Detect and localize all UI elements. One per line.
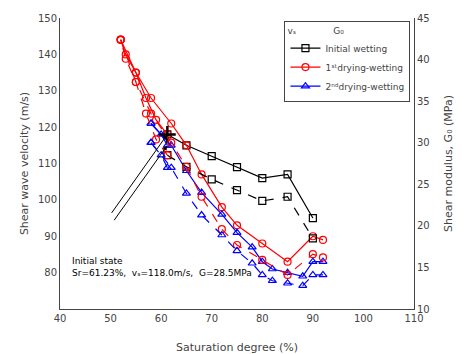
svg-text:10: 10 <box>417 304 430 315</box>
svg-text:15: 15 <box>417 262 430 273</box>
svg-text:45: 45 <box>417 13 430 24</box>
svg-text:140: 140 <box>38 49 57 60</box>
svg-text:80: 80 <box>256 313 269 324</box>
svg-text:Shear wave velocity (m/s): Shear wave velocity (m/s) <box>18 92 31 235</box>
svg-text:40: 40 <box>417 54 430 65</box>
svg-text:Initial wetting: Initial wetting <box>325 44 387 54</box>
svg-text:vₛ G₀: vₛ G₀ <box>287 26 344 36</box>
svg-text:110: 110 <box>404 313 423 324</box>
svg-text:35: 35 <box>417 96 430 107</box>
svg-text:120: 120 <box>38 122 57 133</box>
svg-text:60: 60 <box>155 313 168 324</box>
svg-text:100: 100 <box>38 194 57 205</box>
svg-text:25: 25 <box>417 179 430 190</box>
svg-text:30: 30 <box>417 137 430 148</box>
svg-text:Initial stateSr=61.23%, vₛ=11: Initial stateSr=61.23%, vₛ=118.0m/s, G=2… <box>72 256 252 278</box>
svg-text:70: 70 <box>205 313 218 324</box>
svg-text:2ⁿᵈdrying-wetting: 2ⁿᵈdrying-wetting <box>325 82 404 92</box>
svg-text:110: 110 <box>38 158 57 169</box>
svg-text:80: 80 <box>44 267 57 278</box>
svg-text:90: 90 <box>306 313 319 324</box>
svg-text:50: 50 <box>104 313 117 324</box>
svg-text:1ˢᵗdrying-wetting: 1ˢᵗdrying-wetting <box>325 63 403 73</box>
svg-text:100: 100 <box>354 313 373 324</box>
svg-text:150: 150 <box>38 13 57 24</box>
svg-text:Saturation degree (%): Saturation degree (%) <box>176 341 298 354</box>
svg-text:Shear modulus, G₀ (MPa): Shear modulus, G₀ (MPa) <box>442 95 455 232</box>
svg-text:40: 40 <box>54 313 67 324</box>
svg-text:20: 20 <box>417 220 430 231</box>
svg-text:130: 130 <box>38 85 57 96</box>
svg-text:90: 90 <box>44 231 57 242</box>
